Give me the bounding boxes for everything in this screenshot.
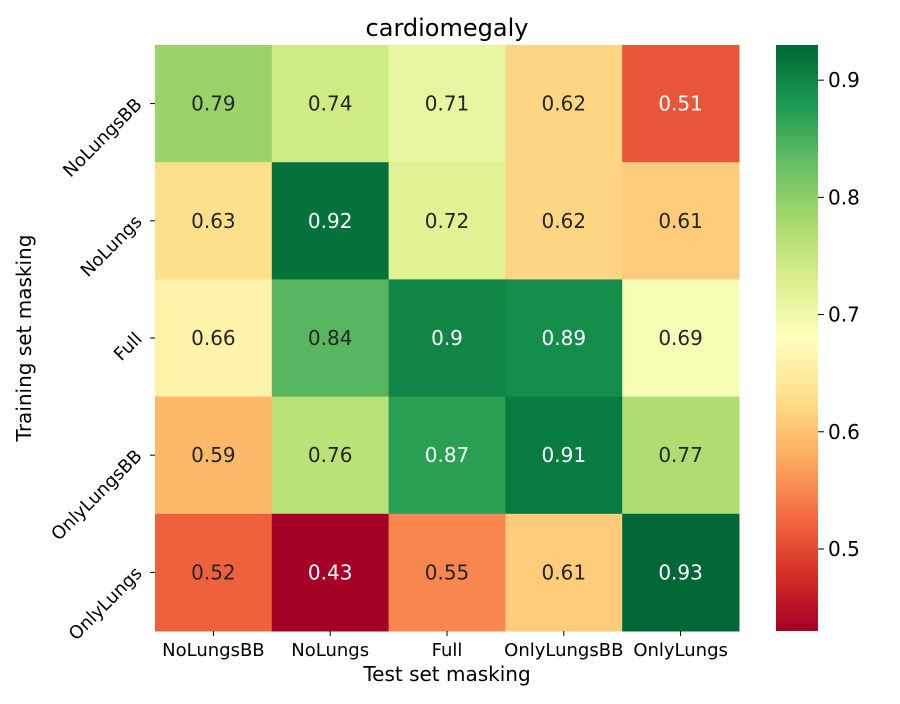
cell-value-label: 0.62 [542,92,587,116]
cell-value-label: 0.84 [308,326,353,350]
cell-value-label: 0.93 [658,560,703,584]
cell-value-label: 0.62 [542,209,587,233]
cell-value-label: 0.72 [425,209,470,233]
x-tick-label: OnlyLungs [633,640,728,661]
heatmap-cell [388,279,506,398]
heatmap-cell [622,396,740,515]
x-axis-label: Test set masking [362,662,530,686]
chart-title: cardiomegaly [366,14,529,42]
y-axis-ticks: NoLungsBB NoLungs Full OnlyLungsBB OnlyLungs [47,94,155,645]
cell-value-label: 0.87 [425,443,470,467]
colorbar [776,45,818,631]
cell-value-label: 0.79 [191,92,236,116]
heatmap-cell [505,45,623,163]
y-tick-label: OnlyLungsBB [47,446,146,545]
heatmap-cell [622,162,740,280]
heatmap-cell [155,513,273,632]
cell-value-label: 0.61 [542,560,587,584]
heatmap-cell [622,513,740,632]
y-tick-label: NoLungsBB [59,94,146,181]
heatmap-cell [271,279,390,398]
cell-value-label: 0.71 [425,92,470,116]
heatmap-cell [271,396,390,515]
heatmap-cell [622,45,740,163]
heatmap-cell [388,45,506,163]
cell-value-label: 0.91 [542,443,587,467]
cell-value-label: 0.63 [191,209,236,233]
y-tick-label: OnlyLungs [65,563,147,645]
heatmap-cell [388,162,506,280]
heatmap-cell [155,396,273,515]
heatmap-cell [505,513,623,632]
x-tick-label: NoLungs [291,640,369,661]
cell-value-label: 0.43 [308,560,353,584]
cell-value-label: 0.76 [308,443,353,467]
cell-value-label: 0.66 [191,326,236,350]
cell-value-label: 0.77 [658,443,703,467]
x-tick-label: NoLungsBB [162,640,265,661]
cell-value-label: 0.59 [191,443,236,467]
colorbar-tick-label: 0.8 [828,185,860,209]
cell-value-label: 0.92 [308,209,353,233]
heatmap-cell-labels: 0.79 0.74 0.71 0.62 0.51 0.63 0.92 0.72 0.62 0.61… [191,92,703,585]
colorbar-ticks: 0.5 0.6 0.7 0.8 0.9 [818,68,860,561]
colorbar-tick-label: 0.9 [828,68,860,92]
cell-value-label: 0.55 [425,560,470,584]
cell-value-label: 0.52 [191,560,236,584]
x-tick-label: OnlyLungsBB [504,640,623,661]
x-axis-ticks: NoLungsBB NoLungs Full OnlyLungsBB OnlyLungs [162,631,728,661]
heatmap-cell [155,279,273,398]
colorbar-tick-label: 0.5 [828,537,860,561]
y-axis-label: Training set masking [12,235,36,443]
heatmap-cell [155,45,273,163]
heatmap-cell [271,162,390,280]
colorbar-tick-label: 0.7 [828,303,860,327]
heatmap-cell [505,279,623,398]
heatmap-cells [155,45,740,632]
cell-value-label: 0.89 [542,326,587,350]
y-tick-label: NoLungs [77,211,147,281]
cell-value-label: 0.74 [308,92,353,116]
heatmap-cell [388,396,506,515]
y-tick-label: Full [110,329,147,366]
cell-value-label: 0.69 [658,326,703,350]
heatmap-cell [505,396,623,515]
cell-value-label: 0.51 [658,92,703,116]
heatmap-cell [388,513,506,632]
cell-value-label: 0.9 [431,326,463,350]
heatmap-cell [505,162,623,280]
heatmap-cell [271,513,390,632]
heatmap-cell [622,279,740,398]
x-tick-label: Full [432,640,463,661]
cell-value-label: 0.61 [658,209,703,233]
heatmap-cell [155,162,273,280]
colorbar-tick-label: 0.6 [828,420,860,444]
heatmap-cell [271,45,390,163]
